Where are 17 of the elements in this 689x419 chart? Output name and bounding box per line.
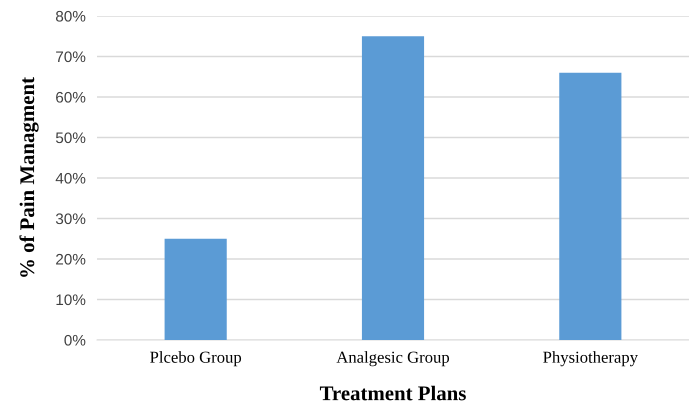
y-tick-label: 10% <box>56 294 86 306</box>
y-tick-label: 0% <box>64 334 86 346</box>
x-axis-title: Treatment Plans <box>320 386 466 400</box>
x-tick-label: Plcebo Group <box>150 351 242 366</box>
y-tick-label: 50% <box>56 132 86 144</box>
y-tick-label: 70% <box>56 51 86 62</box>
x-tick-label: Physiotherapy <box>543 351 638 366</box>
y-tick-label: 80% <box>56 10 86 22</box>
y-axis-title: % of Pain Managment <box>19 77 39 277</box>
y-tick-label: 30% <box>56 213 86 224</box>
bar <box>362 36 424 340</box>
y-tick-label: 60% <box>56 92 86 103</box>
y-tick-label: 20% <box>56 254 86 265</box>
x-tick-label: Analgesic Group <box>336 351 450 366</box>
y-tick-label: 40% <box>56 172 86 184</box>
bar <box>164 238 227 340</box>
bar <box>559 72 622 340</box>
